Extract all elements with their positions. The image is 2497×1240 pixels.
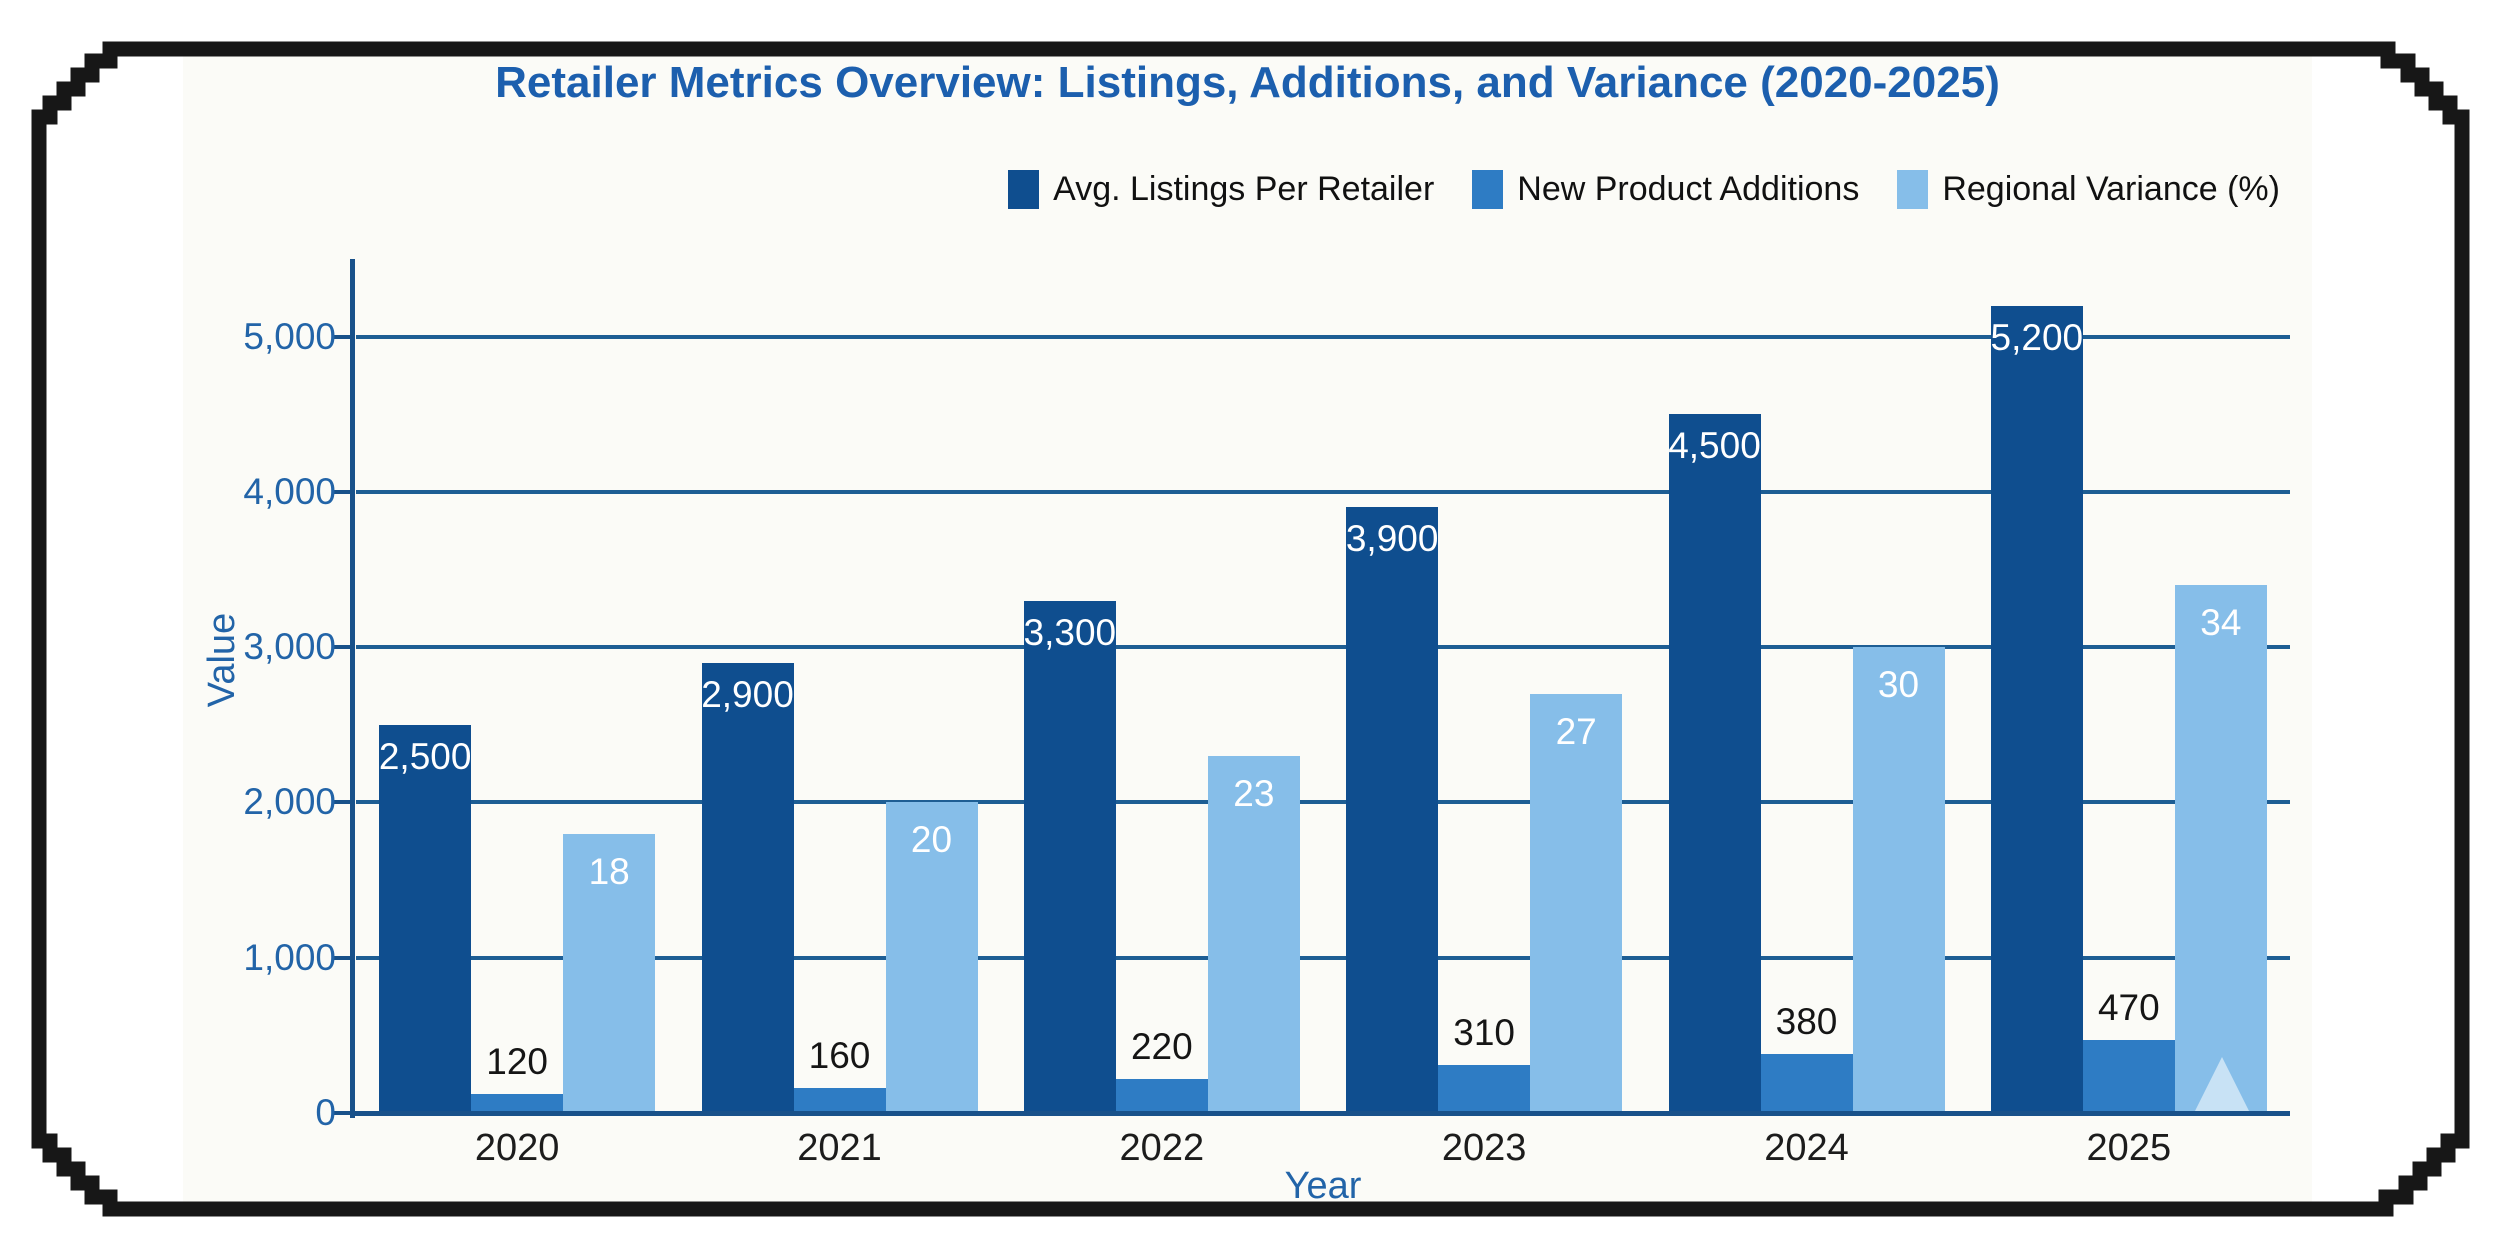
x-axis-line [350,1111,2290,1116]
y-tick-label: 3,000 [243,626,336,668]
x-tick-label: 2024 [1764,1127,1849,1169]
bar-value-label: 220 [1130,1025,1193,1067]
bar-2025-s1 [2082,1040,2175,1113]
legend-label: Regional Variance (%) [1942,170,2280,208]
y-axis-title: Value [201,612,243,708]
y-axis-line [350,259,355,1118]
bar-value-label: 18 [588,850,630,892]
bar-2022-s1 [1115,1078,1208,1113]
legend: Avg. Listings Per Retailer New Product Ad… [1008,170,2280,209]
chart-title: Retailer Metrics Overview: Listings, Add… [495,58,2000,107]
bar-value-label: 380 [1775,1000,1838,1042]
legend-swatch [1472,170,1504,209]
bar-value-label: 34 [2200,602,2242,644]
x-axis-title: Year [1284,1165,1362,1207]
bar-value-label: 310 [1453,1011,1516,1053]
bar-value-label: 27 [1555,710,1597,752]
legend-swatch [1008,170,1040,209]
bar-value-label: 5,200 [1990,316,2084,358]
bar-value-label: 160 [808,1035,871,1077]
watermark-triangle [2194,1057,2250,1113]
bar-value-label: 470 [2097,987,2160,1029]
x-tick-label: 2020 [474,1127,560,1169]
bar-value-label: 3,900 [1345,518,1439,560]
y-tick-label: 5,000 [243,315,336,357]
bar-value-label: 2,500 [378,735,472,777]
bar-2024-s1 [1760,1053,1853,1113]
y-tick-label: 4,000 [243,470,336,512]
bar-value-label: 30 [1877,664,1920,706]
bar-value-label: 4,500 [1668,425,1761,467]
x-tick-label: 2025 [2086,1127,2172,1169]
y-tick-label: 2,000 [243,781,336,823]
bar-value-label: 23 [1233,772,1275,814]
bar-2025-s2 [2174,585,2267,1113]
legend-item: Regional Variance (%) [1897,170,2280,209]
legend-item: New Product Additions [1472,170,1859,209]
x-tick-label: 2021 [797,1127,882,1169]
bar-value-label: 2,900 [701,673,794,715]
legend-swatch [1897,170,1929,209]
legend-label: New Product Additions [1517,170,1860,208]
legend-item: Avg. Listings Per Retailer [1008,170,1434,209]
bar-2023-s1 [1438,1064,1531,1113]
legend-label: Avg. Listings Per Retailer [1053,170,1435,208]
bar-value-label: 120 [486,1041,549,1083]
y-tick-label: 1,000 [243,936,336,978]
bar-2021-s1 [793,1088,886,1113]
bar-value-label: 3,300 [1023,611,1117,653]
y-tick-label: 0 [315,1092,336,1133]
bar-value-label: 20 [910,819,953,861]
